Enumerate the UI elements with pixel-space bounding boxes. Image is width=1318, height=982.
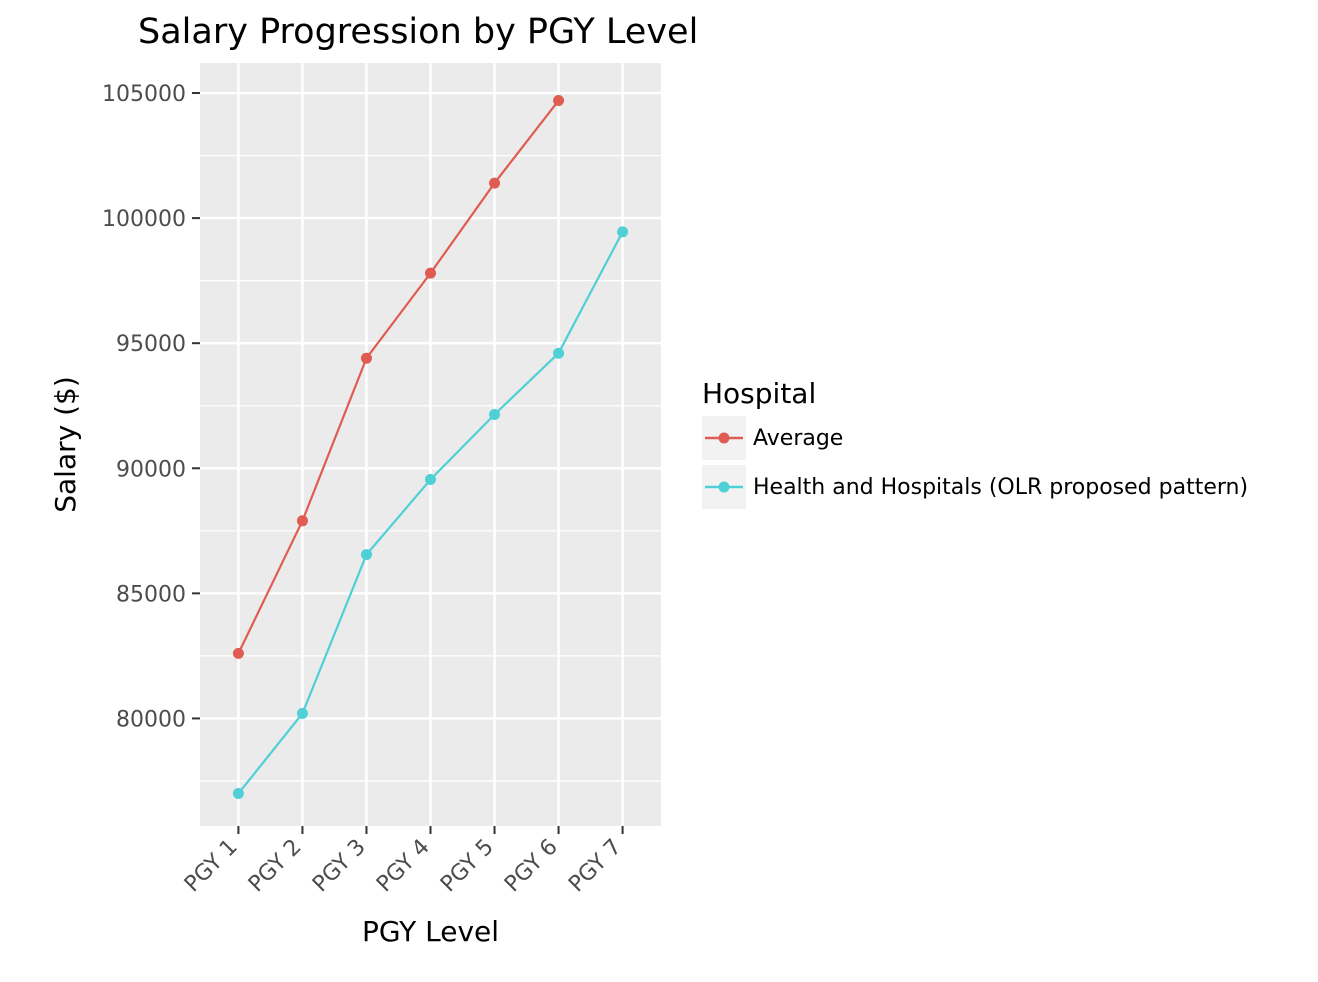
y-tick-label: 90000 (116, 457, 186, 482)
series-1 (232, 95, 565, 659)
series-layer (232, 95, 629, 799)
y-axis-title: Salary ($) (49, 376, 82, 513)
data-point (232, 787, 244, 799)
x-tick-label: PGY 2 (244, 835, 307, 898)
legend-key-point (718, 481, 730, 493)
y-tick-label: 95000 (116, 332, 186, 357)
x-tick-label: PGY 3 (308, 835, 371, 898)
x-tick-label: PGY 1 (180, 835, 243, 898)
y-tick-label: 105000 (102, 82, 186, 107)
data-point (553, 95, 565, 107)
y-tick-label: 85000 (116, 582, 186, 607)
x-tick-label: PGY 5 (436, 835, 499, 898)
data-point (296, 515, 308, 527)
y-axis: 80000 85000 90000 95000 100000 105000 (102, 82, 200, 732)
legend-key-point (718, 432, 730, 444)
data-point (425, 267, 436, 279)
data-point (489, 408, 501, 420)
series-line (237, 99, 560, 654)
data-point (360, 549, 372, 561)
legend: Hospital Average Health and Hospitals (OL… (702, 377, 1248, 509)
x-tick-label: PGY 6 (500, 835, 563, 898)
legend-title: Hospital (702, 377, 816, 410)
x-axis: PGY 1 PGY 2 PGY 3 PGY 4 PGY 5 PGY 6 PGY 7 (180, 826, 627, 897)
data-point (425, 474, 436, 486)
data-point (296, 707, 308, 719)
x-tick-label: PGY 4 (372, 835, 435, 898)
chart-title: Salary Progression by PGY Level (138, 12, 698, 52)
data-point (489, 177, 501, 189)
data-point (617, 226, 629, 238)
x-tick-label: PGY 7 (564, 835, 627, 898)
series-2 (232, 226, 629, 799)
data-point (232, 647, 244, 659)
x-axis-title: PGY Level (362, 915, 499, 948)
y-tick-label: 100000 (102, 207, 186, 232)
legend-label: Average (753, 426, 843, 451)
data-point (360, 352, 372, 364)
y-tick-label: 80000 (116, 707, 186, 732)
legend-label: Health and Hospitals (OLR proposed patte… (753, 475, 1248, 500)
data-point (553, 347, 565, 359)
major-gridlines (200, 63, 661, 826)
